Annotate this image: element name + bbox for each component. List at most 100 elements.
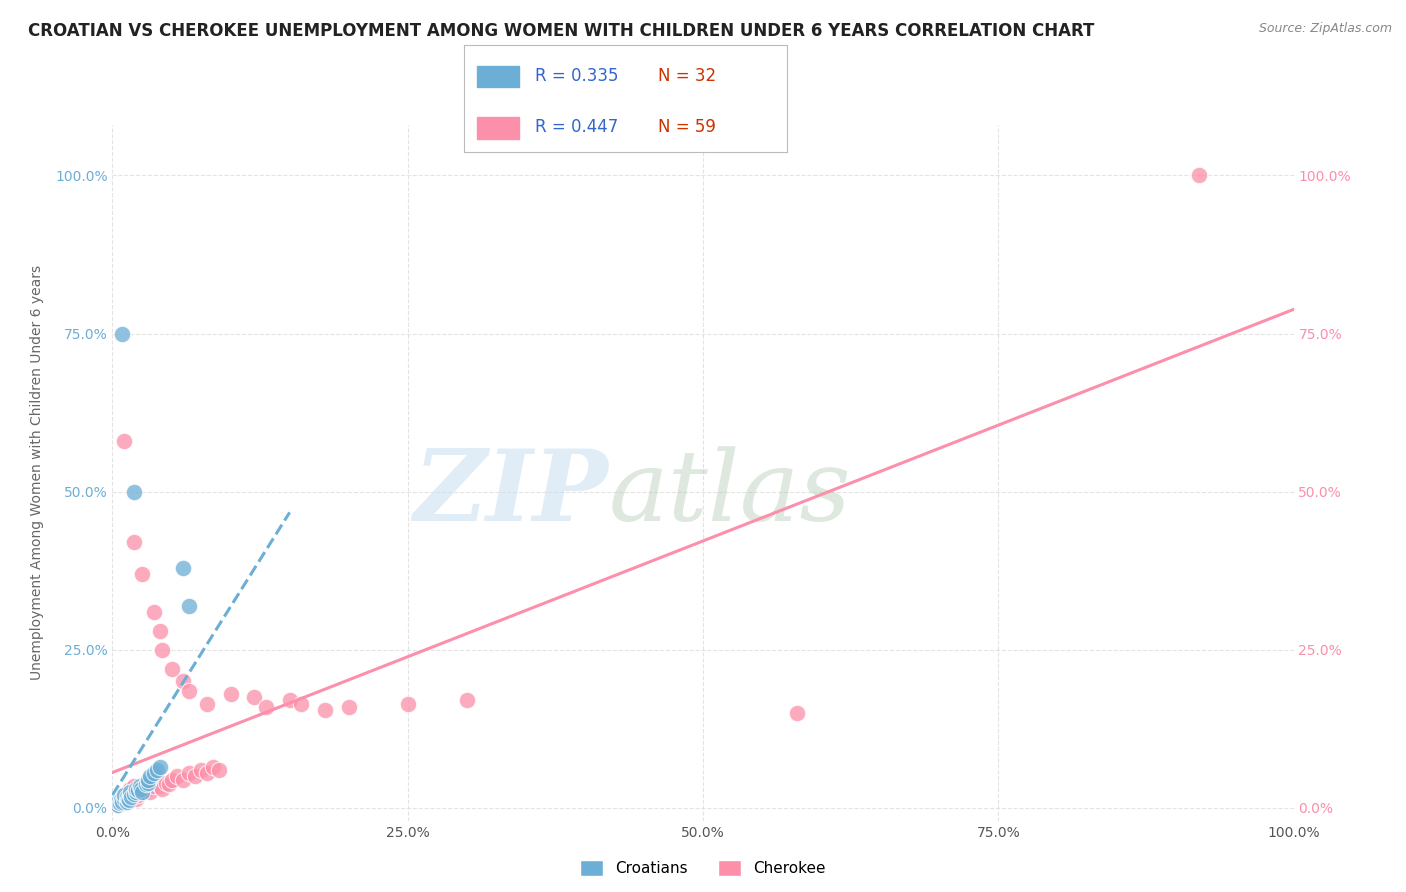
Point bbox=[117, 785, 139, 799]
Point bbox=[111, 795, 134, 809]
Point bbox=[190, 763, 212, 777]
Point bbox=[110, 793, 132, 807]
Point bbox=[254, 699, 277, 714]
Point bbox=[136, 775, 159, 789]
Y-axis label: Unemployment Among Women with Children Under 6 years: Unemployment Among Women with Children U… bbox=[30, 265, 44, 681]
Point bbox=[122, 535, 145, 549]
Point bbox=[160, 772, 183, 787]
Point bbox=[125, 785, 148, 799]
Point bbox=[208, 763, 231, 777]
Point bbox=[146, 775, 169, 789]
Text: R = 0.335: R = 0.335 bbox=[536, 67, 619, 85]
Point bbox=[314, 703, 336, 717]
Point bbox=[115, 789, 138, 804]
Point bbox=[120, 785, 142, 799]
Text: atlas: atlas bbox=[609, 446, 851, 541]
Point bbox=[139, 785, 162, 799]
Text: CROATIAN VS CHEROKEE UNEMPLOYMENT AMONG WOMEN WITH CHILDREN UNDER 6 YEARS CORREL: CROATIAN VS CHEROKEE UNEMPLOYMENT AMONG … bbox=[28, 22, 1094, 40]
Point bbox=[112, 789, 135, 803]
Point bbox=[112, 791, 135, 805]
Point bbox=[122, 787, 145, 801]
Point bbox=[150, 782, 173, 797]
Point bbox=[195, 766, 218, 780]
Point bbox=[107, 795, 129, 809]
Point bbox=[131, 566, 153, 581]
Text: N = 59: N = 59 bbox=[658, 118, 716, 136]
Point bbox=[118, 791, 141, 805]
Point bbox=[290, 697, 312, 711]
Point bbox=[107, 797, 129, 812]
Text: Source: ZipAtlas.com: Source: ZipAtlas.com bbox=[1258, 22, 1392, 36]
Point bbox=[243, 690, 266, 705]
Point bbox=[125, 791, 148, 805]
Point bbox=[122, 779, 145, 793]
Point bbox=[112, 434, 135, 449]
Point bbox=[112, 791, 135, 805]
Point bbox=[129, 782, 152, 797]
Point bbox=[142, 766, 165, 780]
Point bbox=[120, 785, 142, 799]
Point bbox=[135, 777, 157, 791]
Point bbox=[120, 782, 142, 797]
Point bbox=[136, 772, 159, 787]
Point bbox=[139, 769, 162, 783]
Text: R = 0.447: R = 0.447 bbox=[536, 118, 619, 136]
Text: ZIP: ZIP bbox=[413, 445, 609, 541]
Point bbox=[118, 793, 141, 807]
Point bbox=[179, 766, 201, 780]
Point bbox=[120, 789, 142, 803]
Point bbox=[111, 795, 134, 809]
Point bbox=[120, 789, 142, 804]
Point bbox=[120, 789, 142, 803]
Point bbox=[172, 560, 194, 574]
Point bbox=[107, 797, 129, 812]
Point bbox=[122, 789, 145, 803]
Point bbox=[179, 684, 201, 698]
Point bbox=[127, 783, 149, 797]
Point bbox=[155, 775, 177, 789]
Point bbox=[149, 760, 172, 774]
Point bbox=[117, 791, 139, 805]
Point bbox=[111, 326, 134, 341]
Point bbox=[160, 662, 183, 676]
Point bbox=[128, 779, 150, 793]
Point bbox=[157, 777, 180, 791]
Point bbox=[115, 795, 138, 809]
Point bbox=[786, 706, 808, 720]
Bar bbox=[477, 118, 519, 139]
Point bbox=[142, 605, 165, 619]
Point bbox=[131, 785, 153, 799]
Point bbox=[149, 779, 172, 793]
Point bbox=[125, 782, 148, 797]
Point bbox=[337, 699, 360, 714]
Point bbox=[142, 779, 165, 793]
Point bbox=[112, 789, 135, 803]
Point bbox=[456, 693, 478, 707]
Point bbox=[184, 769, 207, 783]
Point bbox=[127, 789, 149, 803]
Point bbox=[201, 760, 224, 774]
Point bbox=[108, 796, 131, 810]
Point bbox=[146, 763, 169, 777]
Point bbox=[122, 484, 145, 499]
Point bbox=[115, 789, 138, 804]
Point bbox=[125, 785, 148, 799]
Point bbox=[135, 779, 157, 793]
Point bbox=[149, 624, 172, 638]
Point bbox=[110, 793, 132, 807]
Legend: Croatians, Cherokee: Croatians, Cherokee bbox=[574, 855, 832, 882]
Point bbox=[179, 599, 201, 613]
Bar bbox=[477, 66, 519, 87]
Point bbox=[131, 782, 153, 797]
Text: N = 32: N = 32 bbox=[658, 67, 716, 85]
Point bbox=[166, 769, 188, 783]
Point bbox=[172, 772, 194, 787]
Point bbox=[396, 697, 419, 711]
Point bbox=[195, 697, 218, 711]
Point bbox=[136, 782, 159, 797]
Point bbox=[108, 796, 131, 810]
Point bbox=[172, 674, 194, 689]
Point bbox=[219, 687, 242, 701]
Point bbox=[278, 693, 301, 707]
Point bbox=[112, 796, 135, 810]
